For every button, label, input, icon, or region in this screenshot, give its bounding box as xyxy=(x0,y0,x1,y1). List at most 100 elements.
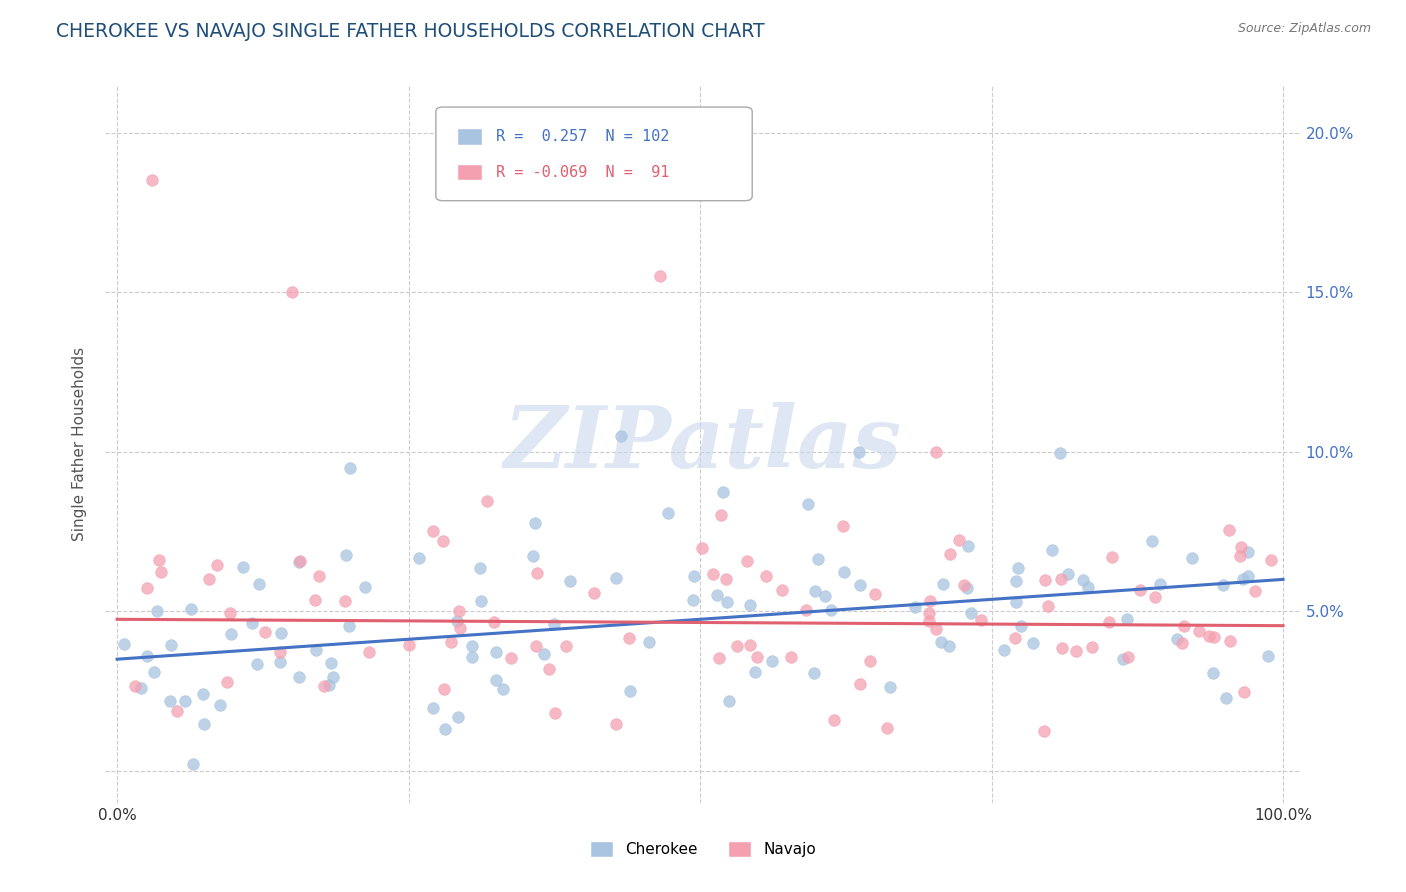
Point xyxy=(555,639,578,653)
Point xyxy=(956,539,979,553)
Point xyxy=(254,625,277,640)
Point xyxy=(648,269,671,284)
Point xyxy=(159,693,181,707)
Point xyxy=(288,554,311,568)
Point xyxy=(181,757,204,772)
Point xyxy=(470,593,492,607)
Point xyxy=(1215,690,1237,705)
Point xyxy=(173,694,195,708)
Point xyxy=(1202,631,1225,645)
Point xyxy=(993,642,1015,657)
Point xyxy=(522,549,544,563)
Point xyxy=(931,576,953,591)
Point xyxy=(288,669,311,683)
Point xyxy=(124,679,146,693)
Point xyxy=(1149,577,1171,591)
Point xyxy=(353,580,375,594)
Point xyxy=(1077,580,1099,594)
Point xyxy=(269,655,291,669)
Point xyxy=(956,581,979,595)
Point xyxy=(1116,612,1139,626)
Point xyxy=(755,569,778,583)
Point xyxy=(804,583,827,598)
Point xyxy=(876,721,898,735)
Point xyxy=(339,460,361,475)
Point xyxy=(904,599,927,614)
Point xyxy=(281,285,304,300)
Point xyxy=(925,623,948,637)
Point xyxy=(738,599,761,613)
Point xyxy=(149,565,172,579)
Point xyxy=(1010,619,1032,633)
Y-axis label: Single Father Households: Single Father Households xyxy=(72,347,87,541)
Point xyxy=(1232,572,1254,586)
Point xyxy=(135,649,157,664)
Point xyxy=(1198,629,1220,643)
Point xyxy=(924,444,946,458)
Point xyxy=(433,681,456,696)
Point xyxy=(1260,553,1282,567)
Point xyxy=(543,617,565,632)
Point xyxy=(544,706,567,720)
Point xyxy=(305,643,328,657)
Point xyxy=(1129,582,1152,597)
Point xyxy=(770,582,793,597)
Point xyxy=(501,650,523,665)
Point xyxy=(148,553,170,567)
Point xyxy=(492,681,515,696)
Point xyxy=(129,681,152,695)
Point xyxy=(657,506,679,520)
Point xyxy=(1004,631,1026,645)
Point xyxy=(533,647,555,661)
Point xyxy=(166,704,188,718)
Point xyxy=(938,639,960,653)
Point xyxy=(482,615,505,629)
Point xyxy=(1143,590,1166,604)
Point xyxy=(1007,560,1029,574)
Point xyxy=(1140,534,1163,549)
Legend: Cherokee, Navajo: Cherokee, Navajo xyxy=(583,835,823,863)
Text: ZIPatlas: ZIPatlas xyxy=(503,402,903,485)
Point xyxy=(422,701,444,715)
Point xyxy=(1021,635,1043,649)
Point xyxy=(432,533,454,548)
Point xyxy=(209,698,232,712)
Point xyxy=(1081,640,1104,654)
Point xyxy=(619,684,641,698)
Point xyxy=(713,484,735,499)
Point xyxy=(637,635,659,649)
Point xyxy=(337,619,360,633)
Point xyxy=(440,635,463,649)
Point xyxy=(1237,545,1260,559)
Point xyxy=(959,607,981,621)
Point xyxy=(1036,599,1059,613)
Point xyxy=(917,614,939,628)
Point xyxy=(1112,652,1135,666)
Point xyxy=(193,717,215,731)
Point xyxy=(146,604,169,618)
Point xyxy=(524,640,547,654)
Point xyxy=(304,592,326,607)
Point xyxy=(245,657,267,671)
Point xyxy=(929,635,952,649)
Point xyxy=(461,650,484,665)
Point xyxy=(357,645,380,659)
Point xyxy=(449,621,471,635)
Point xyxy=(1171,636,1194,650)
Point xyxy=(112,637,135,651)
Point xyxy=(707,651,730,665)
Point xyxy=(807,551,830,566)
Point xyxy=(744,665,766,680)
Point xyxy=(690,541,713,556)
Point xyxy=(468,561,491,575)
Point xyxy=(848,445,870,459)
Point xyxy=(160,639,183,653)
Point xyxy=(737,554,759,568)
Point xyxy=(879,680,901,694)
Point xyxy=(449,603,471,617)
Point xyxy=(526,566,548,581)
Point xyxy=(738,638,761,652)
Point xyxy=(1005,595,1028,609)
Text: CHEROKEE VS NAVAJO SINGLE FATHER HOUSEHOLDS CORRELATION CHART: CHEROKEE VS NAVAJO SINGLE FATHER HOUSEHO… xyxy=(56,22,765,41)
Point xyxy=(141,173,163,187)
